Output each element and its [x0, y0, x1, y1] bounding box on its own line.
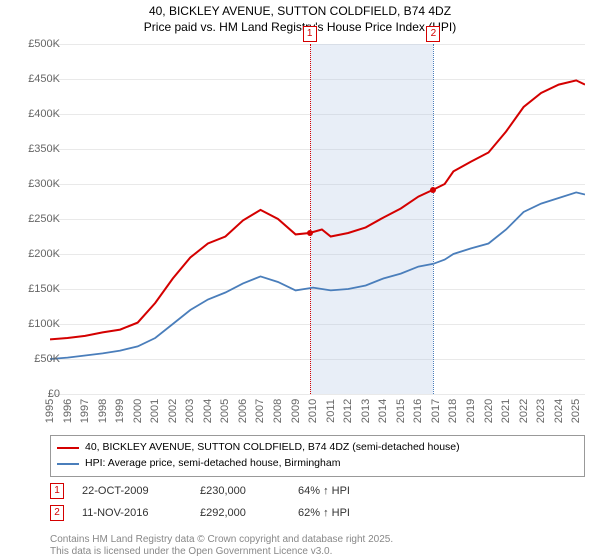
sales-row: 2 11-NOV-2016 £292,000 62% ↑ HPI [50, 502, 378, 524]
legend-label: HPI: Average price, semi-detached house,… [85, 456, 340, 472]
x-axis-label: 1998 [97, 396, 109, 426]
title-line-1: 40, BICKLEY AVENUE, SUTTON COLDFIELD, B7… [0, 4, 600, 20]
x-axis-label: 2025 [570, 396, 582, 426]
x-axis-label: 2012 [342, 396, 354, 426]
x-axis-label: 2016 [412, 396, 424, 426]
y-axis-label: £100K [12, 318, 60, 330]
chart-lines [50, 44, 585, 394]
x-axis-label: 2010 [307, 396, 319, 426]
series-price_paid [50, 80, 585, 339]
x-axis-label: 2006 [237, 396, 249, 426]
sales-table: 1 22-OCT-2009 £230,000 64% ↑ HPI 2 11-NOV-201… [50, 480, 378, 524]
title-line-2: Price paid vs. HM Land Registry's House … [0, 20, 600, 36]
legend-box: 40, BICKLEY AVENUE, SUTTON COLDFIELD, B7… [50, 435, 585, 477]
sale-price: £292,000 [200, 507, 280, 519]
x-axis-label: 1997 [79, 396, 91, 426]
chart-title: 40, BICKLEY AVENUE, SUTTON COLDFIELD, B7… [0, 0, 600, 35]
y-axis-label: £500K [12, 38, 60, 50]
x-axis-label: 2005 [219, 396, 231, 426]
x-axis-label: 2020 [483, 396, 495, 426]
sale-date: 11-NOV-2016 [82, 507, 182, 519]
x-axis-label: 2017 [430, 396, 442, 426]
x-axis-label: 2023 [535, 396, 547, 426]
y-axis-label: £250K [12, 213, 60, 225]
x-axis-label: 2022 [518, 396, 530, 426]
legend-label: 40, BICKLEY AVENUE, SUTTON COLDFIELD, B7… [85, 440, 460, 456]
y-axis-label: £300K [12, 178, 60, 190]
footer-line-1: Contains HM Land Registry data © Crown c… [50, 534, 393, 546]
grid-line [50, 394, 585, 395]
x-axis-label: 2001 [149, 396, 161, 426]
y-axis-label: £400K [12, 108, 60, 120]
legend-swatch [57, 463, 79, 465]
sales-row: 1 22-OCT-2009 £230,000 64% ↑ HPI [50, 480, 378, 502]
sale-diff: 64% ↑ HPI [298, 485, 378, 497]
sale-date: 22-OCT-2009 [82, 485, 182, 497]
y-axis-label: £350K [12, 143, 60, 155]
sale-marker-box: 2 [426, 26, 440, 42]
x-axis-label: 2008 [272, 396, 284, 426]
x-axis-label: 2009 [290, 396, 302, 426]
x-axis-label: 2014 [377, 396, 389, 426]
sale-price: £230,000 [200, 485, 280, 497]
sale-diff: 62% ↑ HPI [298, 507, 378, 519]
series-hpi [50, 192, 585, 359]
x-axis-label: 2015 [395, 396, 407, 426]
y-axis-label: £150K [12, 283, 60, 295]
x-axis-label: 2011 [325, 396, 337, 426]
sale-number-box: 2 [50, 505, 64, 521]
footer-attribution: Contains HM Land Registry data © Crown c… [50, 534, 393, 558]
sale-marker-box: 1 [303, 26, 317, 42]
chart-plot-area: 12 [50, 44, 585, 394]
x-axis-label: 2019 [465, 396, 477, 426]
legend-swatch [57, 447, 79, 449]
x-axis-label: 2013 [360, 396, 372, 426]
x-axis-label: 1999 [114, 396, 126, 426]
x-axis-label: 2024 [553, 396, 565, 426]
x-axis-label: 2003 [184, 396, 196, 426]
footer-line-2: This data is licensed under the Open Gov… [50, 546, 393, 558]
legend-item: HPI: Average price, semi-detached house,… [57, 456, 578, 472]
x-axis-label: 1996 [62, 396, 74, 426]
x-axis-label: 2000 [132, 396, 144, 426]
x-axis-label: 2004 [202, 396, 214, 426]
x-axis-label: 1995 [44, 396, 56, 426]
legend-item: 40, BICKLEY AVENUE, SUTTON COLDFIELD, B7… [57, 440, 578, 456]
y-axis-label: £450K [12, 73, 60, 85]
x-axis-label: 2021 [500, 396, 512, 426]
y-axis-label: £50K [12, 353, 60, 365]
x-axis-label: 2002 [167, 396, 179, 426]
x-axis-label: 2018 [447, 396, 459, 426]
x-axis-label: 2007 [254, 396, 266, 426]
y-axis-label: £200K [12, 248, 60, 260]
sale-number-box: 1 [50, 483, 64, 499]
